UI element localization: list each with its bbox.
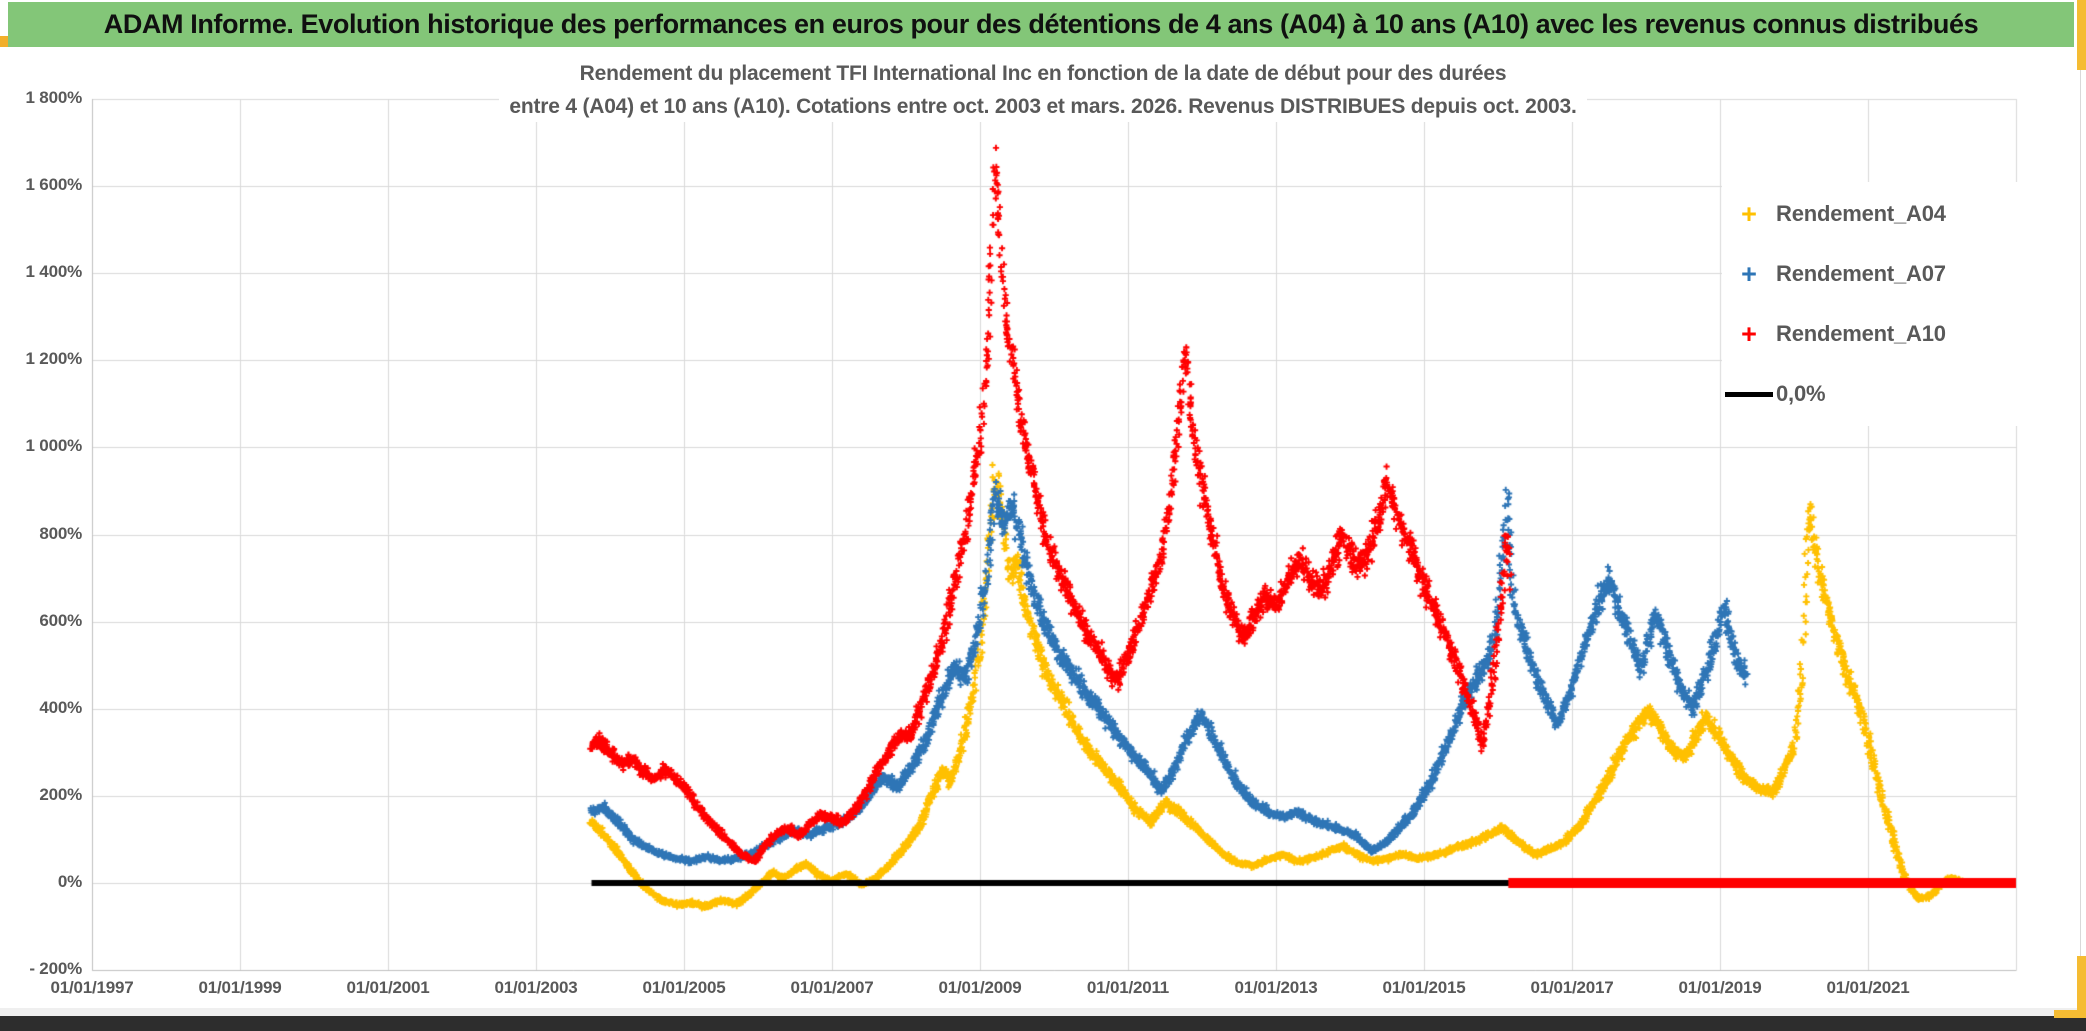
chart-title[interactable]: Rendement du placement TFI International…: [0, 58, 2086, 124]
legend-item-rendement-a07[interactable]: + Rendement_A07: [1722, 244, 2066, 304]
legend-item-zero-line[interactable]: 0,0%: [1722, 364, 2066, 424]
x-axis-tick-label: 01/01/2013: [1234, 978, 1318, 997]
x-axis-tick-label: 01/01/2011: [1086, 978, 1170, 997]
legend-item-rendement-a10[interactable]: + Rendement_A10: [1722, 304, 2066, 364]
selection-handle-top-right: [2077, 0, 2086, 70]
y-axis-tick-label: 600%: [39, 610, 82, 630]
chart-title-line1: Rendement du placement TFI International…: [569, 58, 1517, 89]
right-border-line: [2080, 70, 2081, 956]
x-axis-tick-label: 01/01/2005: [642, 978, 726, 997]
y-axis-tick-label: 1 200%: [25, 349, 83, 369]
x-axis-tick-label: 01/01/2015: [1382, 978, 1466, 997]
line-marker-icon: [1725, 391, 1773, 397]
x-axis-tick-label: 01/01/1999: [198, 978, 282, 997]
legend-label: Rendement_A10: [1776, 321, 1946, 346]
report-header-banner: ADAM Informe. Evolution historique des p…: [8, 2, 2074, 47]
y-axis-tick-label: 1 600%: [25, 175, 83, 195]
selection-handle-bottom-right[interactable]: [2077, 956, 2086, 1018]
legend-label: Rendement_A04: [1776, 201, 1946, 226]
legend-item-rendement-a04[interactable]: + Rendement_A04: [1722, 184, 2066, 244]
x-axis-tick-label: 01/01/2009: [938, 978, 1022, 997]
report-header-title: ADAM Informe. Evolution historique des p…: [103, 9, 1979, 39]
y-axis-tick-label: 1 000%: [25, 436, 83, 456]
x-axis-tick-label: 01/01/1997: [50, 978, 134, 997]
y-axis-tick-label: 200%: [39, 784, 82, 804]
x-axis-tick-label: 01/01/2007: [790, 978, 874, 997]
chart-legend: + Rendement_A04 + Rendement_A07 + Rendem…: [1722, 182, 2066, 426]
plus-marker-icon: +: [1741, 258, 1757, 289]
y-axis-tick-label: 800%: [39, 523, 82, 543]
chart-title-line2: entre 4 (A04) et 10 ans (A10). Cotations…: [499, 91, 1587, 122]
x-axis-tick-label: 01/01/2003: [494, 978, 578, 997]
y-axis-tick-label: 1 400%: [25, 262, 83, 282]
x-axis-tick-label: 01/01/2019: [1678, 978, 1762, 997]
y-axis-tick-label: 1 800%: [25, 88, 83, 107]
window-bottom-bar: [0, 1016, 2086, 1031]
plus-marker-icon: +: [1741, 198, 1757, 229]
x-axis-tick-label: 01/01/2001: [346, 978, 430, 997]
x-axis-tick-label: 01/01/2021: [1826, 978, 1910, 997]
legend-label: 0,0%: [1776, 381, 1826, 406]
legend-label: Rendement_A07: [1776, 261, 1946, 286]
x-axis-tick-label: 01/01/2017: [1530, 978, 1614, 997]
plus-marker-icon: +: [1741, 318, 1757, 349]
y-axis-tick-label: 0%: [57, 871, 82, 891]
selection-handle-bottom-right-h[interactable]: [2054, 1010, 2086, 1018]
y-axis-tick-label: 400%: [39, 697, 82, 717]
window-bottom-strip: [0, 1008, 2086, 1016]
y-axis-tick-label: - 200%: [29, 959, 82, 978]
selection-handle-left: [0, 36, 8, 47]
